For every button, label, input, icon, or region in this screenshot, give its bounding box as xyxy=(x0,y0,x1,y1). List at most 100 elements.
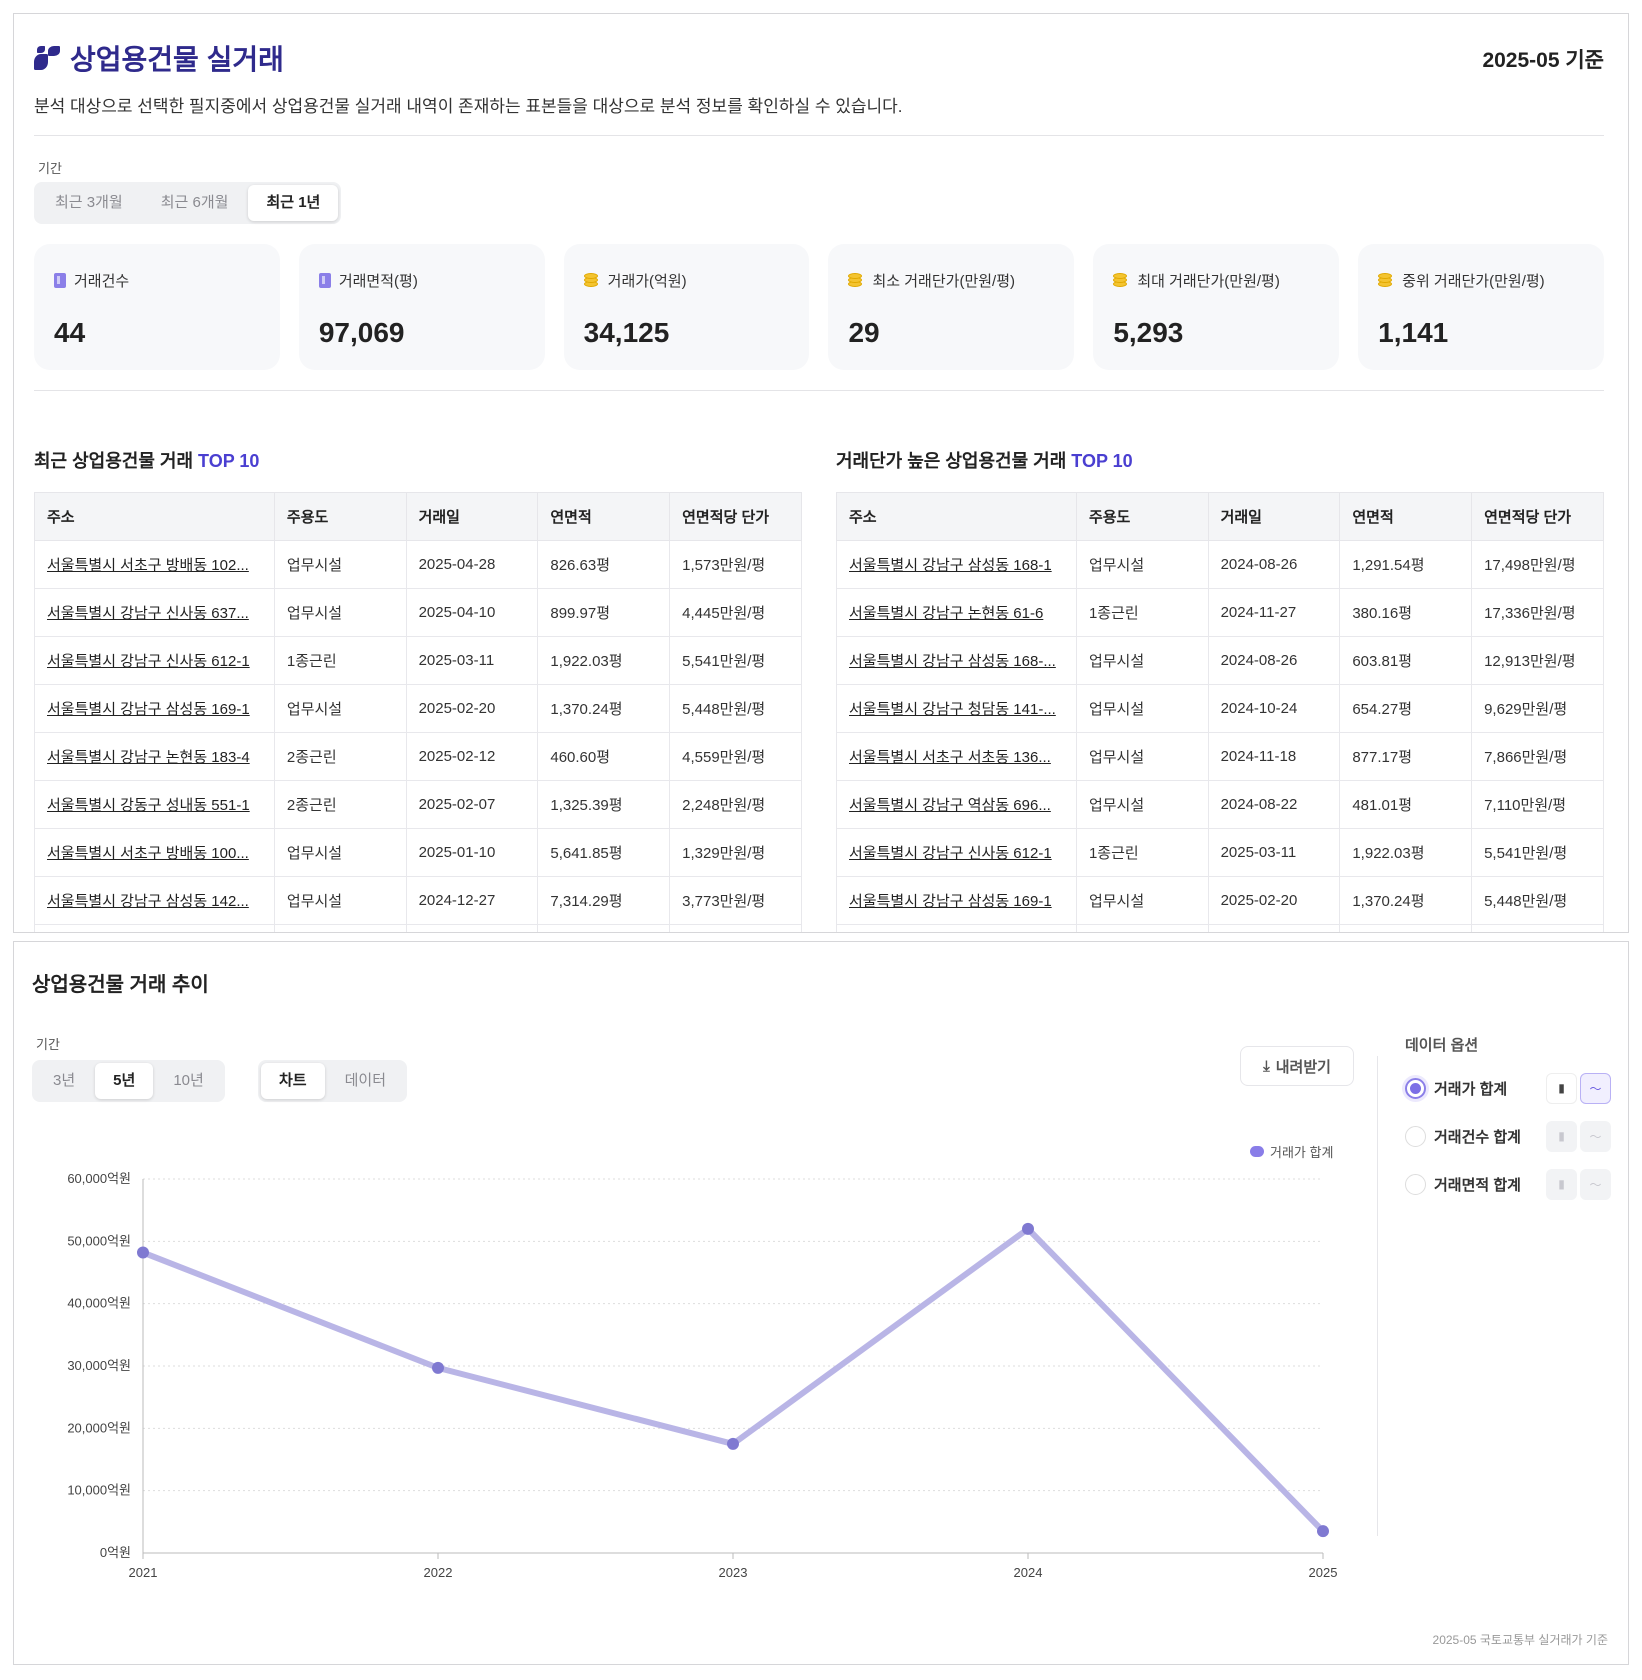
address-link[interactable]: 서울특별시 강남구 삼성동 142... xyxy=(47,893,249,910)
description: 분석 대상으로 선택한 필지중에서 상업용건물 실거래 내역이 존재하는 표본들… xyxy=(34,97,903,116)
download-button[interactable]: ⤓ 내려받기 xyxy=(1240,1046,1354,1086)
address-link[interactable]: 서울특별시 서초구 방배동 102... xyxy=(47,557,249,574)
data-options-title: 데이터 옵션 xyxy=(1405,1037,1479,1054)
table-cell: 2025-02-20 xyxy=(1207,876,1341,925)
column-header[interactable]: 연면적당 단가 xyxy=(1471,492,1604,541)
legend-label: 거래가 합계 xyxy=(1270,1145,1334,1160)
column-header[interactable]: 주용도 xyxy=(1075,492,1209,541)
option-label: 거래건수 합계 xyxy=(1434,1128,1521,1146)
address-link[interactable]: 서울특별시 강남구 신사동 612-1 xyxy=(47,653,250,670)
option-area-sum[interactable]: 거래면적 합계 ▮ 〜 xyxy=(1405,1166,1611,1202)
chart-legend: 거래가 합계 xyxy=(1250,1142,1333,1161)
table-cell: 2024-12-27 xyxy=(405,876,539,925)
table-cell: 460.60평 xyxy=(537,732,671,781)
table-row: 서울특별시 강동구 성내동 551-1 2종근린 2025-02-07 1,325.3… xyxy=(34,780,802,829)
x-tick-label: 2024 xyxy=(1014,1565,1043,1580)
period-6m[interactable]: 최근 6개월 xyxy=(160,194,229,211)
stat-label: 중위 거래단가(만원/평) xyxy=(1402,273,1545,290)
table-cell: 2025-04-10 xyxy=(405,588,539,637)
table-cell: 5,448만원/평 xyxy=(669,684,802,733)
column-header[interactable]: 주소 xyxy=(34,492,275,541)
view-data[interactable]: 데이터 xyxy=(344,1072,387,1089)
radio-selected[interactable] xyxy=(1405,1077,1426,1099)
option-price-sum[interactable]: 거래가 합계 ▮ 〜 xyxy=(1405,1070,1611,1106)
x-tick-label: 2021 xyxy=(129,1565,158,1580)
bar-chart-icon[interactable]: ▮ xyxy=(1546,1168,1577,1200)
address-link[interactable]: 서울특별시 강남구 신사동 612-1 xyxy=(849,845,1052,862)
line-chart-icon[interactable]: 〜 xyxy=(1580,1120,1611,1152)
stat-label: 거래가(억원) xyxy=(607,273,687,290)
y-tick-label: 50,000억원 xyxy=(67,1233,131,1248)
table-row: 서울특별시 강남구 신사동 612-1 1종근린 2025-03-11 1,922.0… xyxy=(836,828,1604,877)
stat-value: 29 xyxy=(848,317,880,348)
address-link[interactable]: 서울특별시 강남구 신사동 637... xyxy=(47,605,249,622)
address-link[interactable]: 서울특별시 강남구 청담동 141-... xyxy=(849,701,1056,718)
column-header[interactable]: 거래일 xyxy=(1207,492,1341,541)
radio[interactable] xyxy=(1405,1125,1426,1147)
option-count-sum[interactable]: 거래건수 합계 ▮ 〜 xyxy=(1405,1118,1611,1154)
period-1y[interactable]: 최근 1년 xyxy=(248,185,339,221)
column-header[interactable]: 주소 xyxy=(836,492,1077,541)
column-header[interactable]: 연면적당 단가 xyxy=(669,492,802,541)
period-3m[interactable]: 최근 3개월 xyxy=(55,194,123,211)
line-chart-icon[interactable]: 〜 xyxy=(1580,1072,1611,1104)
address-link[interactable]: 서울특별시 강남구 삼성동 168-... xyxy=(849,653,1056,670)
data-point xyxy=(727,1437,739,1450)
address-link[interactable]: 서울특별시 강남구 논현동 183-4 xyxy=(47,749,250,766)
bar-chart-icon[interactable]: ▮ xyxy=(1546,1120,1577,1152)
page-title: 상업용건물 실거래 xyxy=(34,38,284,78)
line-chart-icon[interactable]: 〜 xyxy=(1580,1168,1611,1200)
stat-card: 중위 거래단가(만원/평) 1,141 xyxy=(1358,244,1604,370)
cell-address: 서울특별시 강남구 삼성동 168-1 xyxy=(836,540,1077,589)
divider xyxy=(1377,1056,1378,1536)
stat-label: 거래면적(평) xyxy=(338,273,418,290)
address-link[interactable]: 서울특별시 서초구 방배동 100... xyxy=(47,845,249,862)
address-link[interactable]: 서울특별시 강남구 삼성동 169-1 xyxy=(849,893,1052,910)
table-row: 서울특별시 강남구 삼성동 169-1 업무시설 2025-02-20 1,370.2… xyxy=(836,876,1604,925)
trend-period-label: 기간 xyxy=(36,1037,60,1052)
address-link[interactable]: 서울특별시 강동구 성내동 551-1 xyxy=(47,797,250,814)
address-link[interactable]: 서울특별시 강남구 논현동 61-6 xyxy=(849,605,1044,622)
table-cell: 1,329만원/평 xyxy=(669,828,802,877)
table-row: 서울특별시 강남구 삼성동 168-... 업무시설 2024-08-26 603.8… xyxy=(836,636,1604,685)
stat-value: 97,069 xyxy=(318,317,405,348)
column-header[interactable]: 연면적 xyxy=(1339,492,1473,541)
address-link[interactable]: 서울특별시 서초구 서초동 136... xyxy=(849,749,1051,766)
bar-chart-icon[interactable]: ▮ xyxy=(1546,1072,1577,1104)
view-chart[interactable]: 차트 xyxy=(261,1063,325,1099)
range-3y[interactable]: 3년 xyxy=(53,1072,76,1089)
table-cell: 9,629만원/평 xyxy=(1471,684,1604,733)
address-link[interactable]: 서울특별시 강남구 삼성동 169-1 xyxy=(47,701,250,718)
table-cell: 5,448만원/평 xyxy=(1471,876,1604,925)
table-cell: 7,866만원/평 xyxy=(1471,732,1604,781)
cell-address: 서울특별시 서초구 방배동 100... xyxy=(34,828,275,877)
price-top10-title: 거래단가 높은 상업용건물 거래 TOP 10 xyxy=(836,447,1133,473)
coins-icon xyxy=(1378,273,1394,288)
table-cell: 5,641.85평 xyxy=(537,828,671,877)
footnote: 2025-05 국토교통부 실거래가 기준 xyxy=(1432,1633,1608,1647)
address-link[interactable]: 서울특별시 강남구 역삼동 696... xyxy=(849,797,1051,814)
table-row: 서울특별시 강남구 삼성동 168-1 업무시설 2024-08-26 1,291.5… xyxy=(836,540,1604,589)
option-label: 거래가 합계 xyxy=(1434,1080,1508,1098)
building-icon xyxy=(318,273,331,288)
table-cell: 1,325.39평 xyxy=(537,780,671,829)
option-label: 거래면적 합계 xyxy=(1434,1176,1521,1194)
column-header[interactable]: 주용도 xyxy=(273,492,407,541)
column-header[interactable]: 연면적 xyxy=(537,492,671,541)
stat-value: 1,141 xyxy=(1378,317,1449,348)
table-cell: 업무시설 xyxy=(273,588,407,637)
range-10y[interactable]: 10년 xyxy=(173,1072,204,1089)
table-cell: 12,913만원/평 xyxy=(1471,636,1604,685)
data-point xyxy=(137,1246,149,1259)
cell-address: 서울특별시 강남구 신사동 612-1 xyxy=(836,828,1077,877)
table-cell: 2종근린 xyxy=(273,780,407,829)
range-5y[interactable]: 5년 xyxy=(95,1063,154,1099)
address-link[interactable]: 서울특별시 강남구 삼성동 168-1 xyxy=(849,557,1052,574)
column-header[interactable]: 거래일 xyxy=(405,492,539,541)
table-cell: 380.16평 xyxy=(1339,588,1473,637)
accent-text: TOP 10 xyxy=(198,451,260,471)
view-segmented-control: 차트 데이터 xyxy=(258,1060,408,1102)
trend-title: 상업용건물 거래 추이 xyxy=(32,974,209,996)
radio[interactable] xyxy=(1405,1173,1426,1195)
